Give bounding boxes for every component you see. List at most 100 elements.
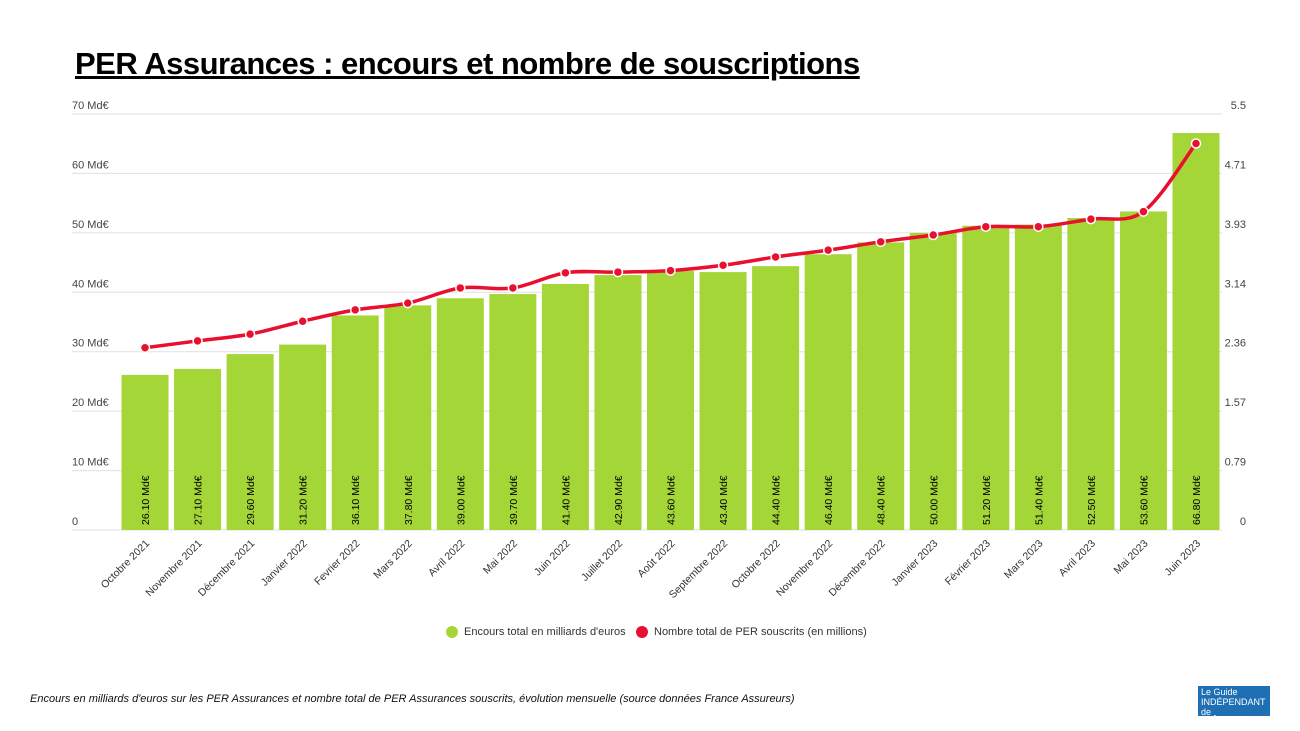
- y-left-tick: 50 Md€: [72, 219, 109, 231]
- bar-data-label: 39.70 Md€: [508, 475, 520, 525]
- x-tick-label: Décembre 2021: [196, 538, 257, 599]
- legend-item-bars[interactable]: Encours total en milliards d'euros: [446, 626, 626, 638]
- bar[interactable]: [121, 374, 169, 530]
- bar[interactable]: [804, 254, 852, 530]
- x-tick-label: Janvier 2023: [889, 538, 940, 589]
- y-left-tick: 60 Md€: [72, 159, 109, 171]
- x-tick-label: Avril 2022: [426, 538, 467, 579]
- y-left-tick: 70 Md€: [72, 100, 109, 112]
- bar-data-label: 66.80 Md€: [1191, 475, 1203, 525]
- bar-data-label: 51.20 Md€: [981, 475, 993, 525]
- y-right-tick: 2.36: [1225, 338, 1246, 350]
- bar-data-label: 43.60 Md€: [666, 475, 678, 525]
- y-right-tick: 0.79: [1225, 457, 1246, 469]
- x-tick-label: Mai 2022: [481, 538, 520, 577]
- bar[interactable]: [699, 272, 747, 530]
- bar-data-label: 27.10 Md€: [193, 475, 205, 525]
- bar[interactable]: [541, 283, 589, 530]
- x-tick-label: Octobre 2021: [99, 538, 153, 592]
- bar[interactable]: [226, 354, 274, 530]
- bar-data-label: 50.00 Md€: [928, 475, 940, 525]
- bar-data-label: 29.60 Md€: [245, 475, 257, 525]
- bar[interactable]: [331, 315, 379, 530]
- x-tick-label: Mars 2022: [371, 538, 415, 582]
- bar-data-label: 37.80 Md€: [403, 475, 415, 525]
- y-left-tick: 40 Md€: [72, 278, 109, 290]
- line-point[interactable]: [507, 282, 519, 294]
- y-left-tick: 0: [72, 516, 78, 528]
- brand-logo: Le Guide INDÉPENDANT de L'ÉPARGNE: [1198, 686, 1270, 728]
- legend-label: Nombre total de PER souscrits (en millio…: [654, 626, 867, 638]
- bar[interactable]: [1067, 218, 1115, 530]
- bar-data-label: 53.60 Md€: [1138, 475, 1150, 525]
- bar[interactable]: [1172, 133, 1220, 530]
- line-point[interactable]: [1190, 138, 1202, 149]
- line-point[interactable]: [1033, 221, 1044, 232]
- bar[interactable]: [1119, 211, 1167, 530]
- legend-swatch-green: [446, 626, 458, 638]
- legend-swatch-red: [636, 626, 648, 638]
- bar-data-label: 39.00 Md€: [455, 475, 467, 525]
- bar-data-label: 42.90 Md€: [613, 475, 625, 525]
- bar-data-label: 26.10 Md€: [140, 475, 152, 525]
- line-point[interactable]: [875, 236, 886, 248]
- y-left-tick: 10 Md€: [72, 457, 109, 469]
- bar[interactable]: [857, 242, 905, 530]
- bar[interactable]: [174, 368, 222, 530]
- bar[interactable]: [647, 270, 694, 530]
- bar-data-label: 46.40 Md€: [823, 475, 835, 525]
- y-right-tick: 3.93: [1225, 219, 1246, 231]
- bar[interactable]: [594, 275, 642, 530]
- line-point[interactable]: [822, 244, 834, 256]
- y-right-tick: 3.14: [1225, 278, 1246, 290]
- line-point[interactable]: [717, 260, 729, 271]
- line-point[interactable]: [455, 282, 466, 294]
- line-point[interactable]: [297, 315, 308, 327]
- x-tick-label: Décembre 2022: [827, 538, 888, 599]
- x-tick-label: Février 2023: [943, 538, 993, 588]
- line-point[interactable]: [244, 328, 256, 340]
- bar[interactable]: [909, 232, 957, 530]
- bar[interactable]: [752, 266, 800, 530]
- y-right-tick: 4.71: [1225, 159, 1246, 171]
- bar[interactable]: [1014, 224, 1062, 530]
- bar[interactable]: [962, 225, 1010, 530]
- line-point[interactable]: [192, 335, 203, 347]
- bar-data-label: 48.40 Md€: [876, 475, 888, 525]
- line-point[interactable]: [349, 304, 361, 316]
- source-caption: Encours en milliards d'euros sur les PER…: [30, 693, 795, 705]
- x-tick-label: Avril 2023: [1057, 538, 1098, 579]
- line-point[interactable]: [665, 265, 676, 276]
- line-point[interactable]: [560, 267, 571, 279]
- x-tick-label: Juillet 2022: [579, 538, 625, 584]
- bar-data-label: 36.10 Md€: [350, 475, 362, 525]
- x-tick-label: Juin 2023: [1162, 538, 1203, 579]
- page-title: PER Assurances : encours et nombre de so…: [75, 46, 860, 81]
- y-right-tick: 0: [1240, 516, 1246, 528]
- line-point[interactable]: [612, 266, 624, 278]
- bar-data-label: 44.40 Md€: [771, 475, 783, 525]
- y-right-tick: 5.5: [1231, 100, 1246, 112]
- line-point[interactable]: [928, 229, 939, 241]
- bar-data-label: 52.50 Md€: [1086, 475, 1098, 525]
- bar-data-label: 51.40 Md€: [1033, 475, 1045, 525]
- legend-label: Encours total en milliards d'euros: [464, 626, 626, 638]
- line-point[interactable]: [770, 251, 781, 263]
- legend-item-line[interactable]: Nombre total de PER souscrits (en millio…: [636, 626, 867, 638]
- line-point[interactable]: [980, 221, 992, 232]
- x-tick-label: Mars 2023: [1002, 538, 1046, 582]
- line-point[interactable]: [139, 342, 151, 353]
- x-tick-label: Janvier 2022: [259, 538, 310, 589]
- bar-data-label: 41.40 Md€: [560, 475, 572, 525]
- bar[interactable]: [279, 344, 327, 530]
- bar[interactable]: [489, 294, 537, 530]
- bar[interactable]: [436, 298, 484, 530]
- x-tick-label: Mai 2023: [1112, 538, 1151, 577]
- line-point[interactable]: [1138, 206, 1149, 217]
- x-tick-label: Fevrier 2022: [312, 538, 362, 588]
- line-point[interactable]: [1085, 213, 1097, 225]
- line-point[interactable]: [402, 297, 413, 309]
- bar[interactable]: [384, 305, 432, 530]
